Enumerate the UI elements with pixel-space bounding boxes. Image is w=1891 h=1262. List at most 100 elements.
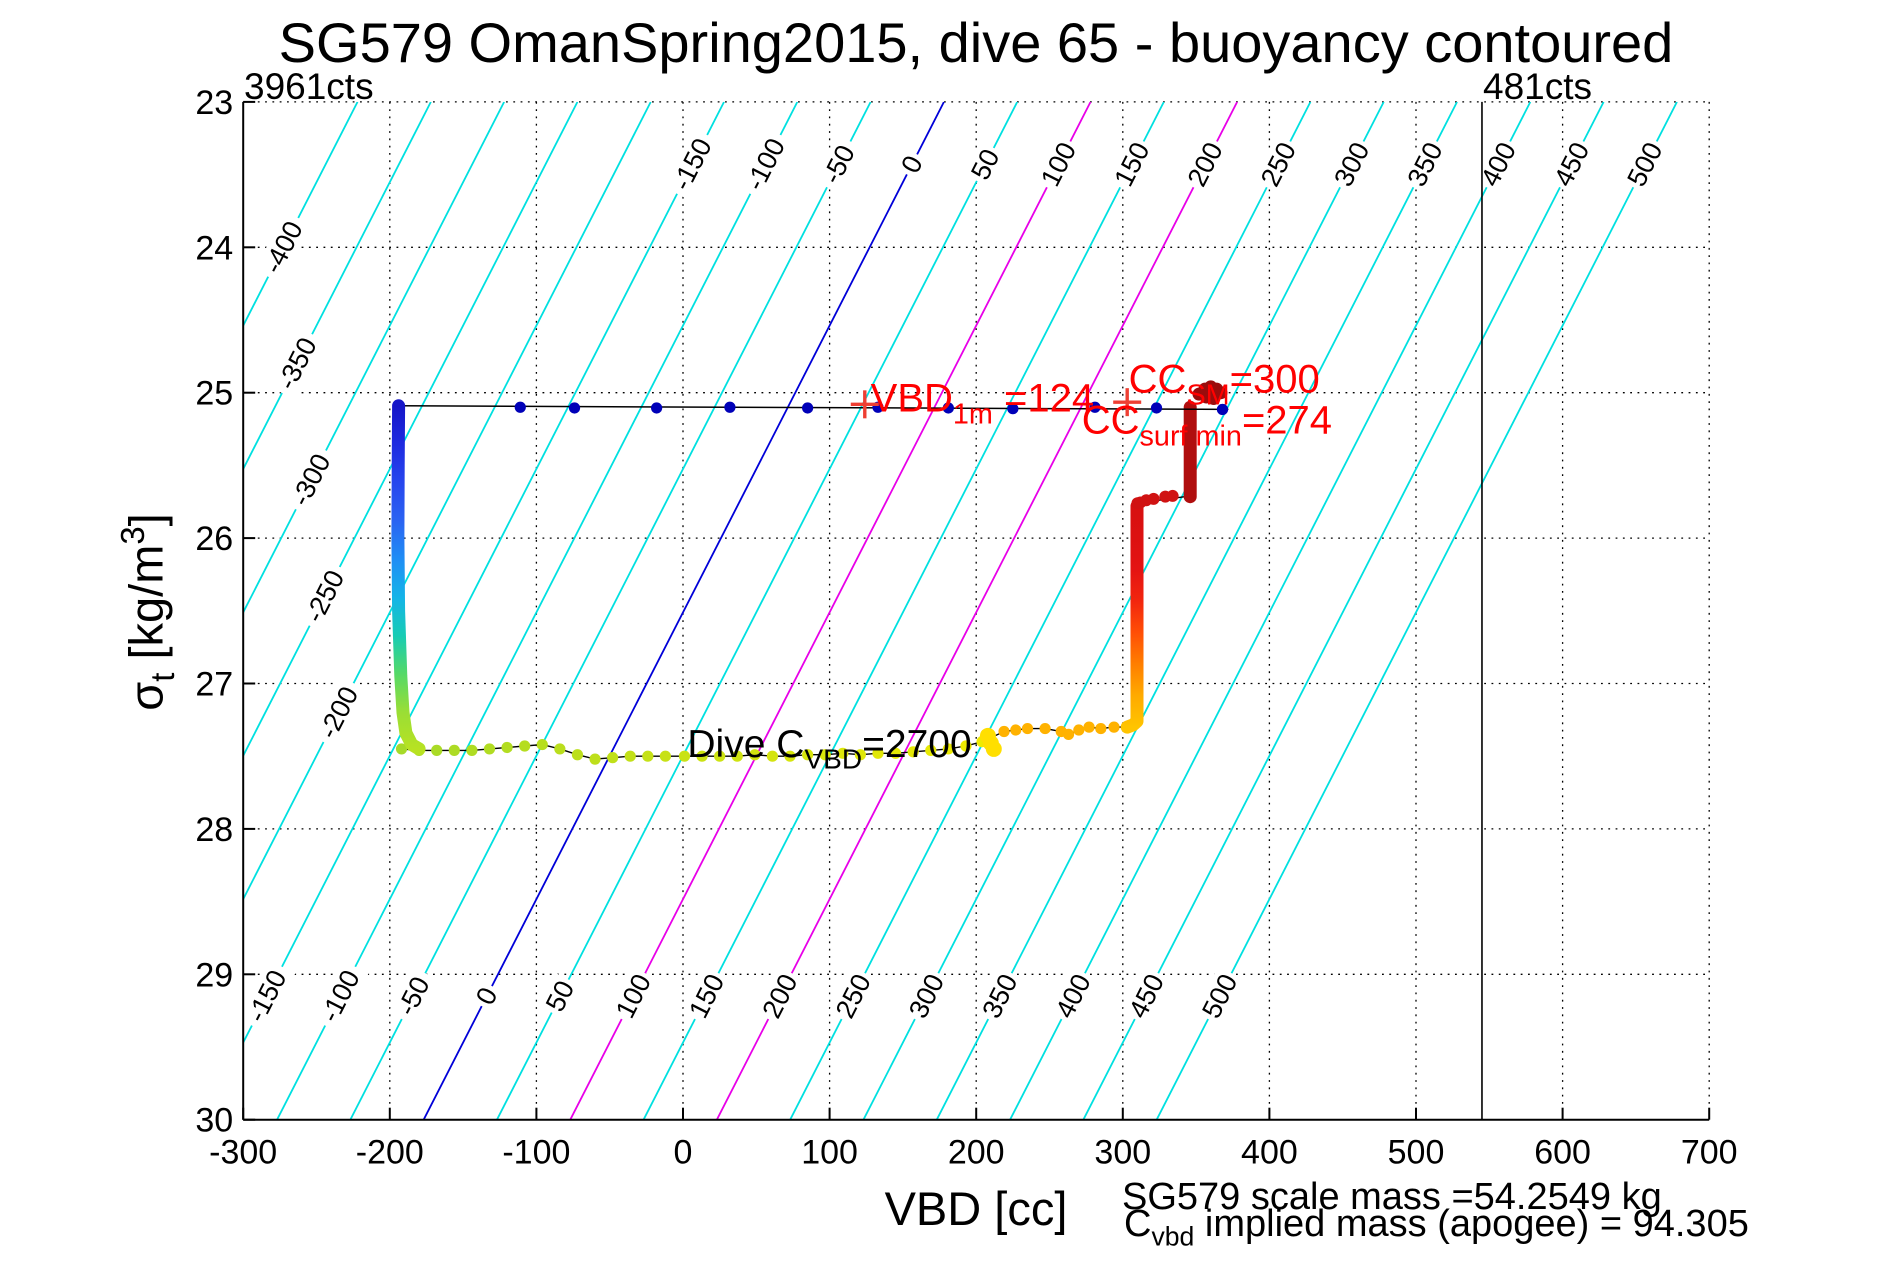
jog-dot [1147,492,1160,505]
x-tick-label: 700 [1681,1134,1738,1172]
annotation-part: CC [1082,398,1140,442]
orange-dot [998,725,1010,738]
contour-label-bg [268,327,326,400]
axes [242,100,1711,1121]
counts-label-right: 481cts [1483,66,1593,107]
contour-label-text: 50 [965,144,1005,184]
apogee-dot [607,752,619,764]
contour-label-bg [1473,134,1524,195]
contour-line [862,101,1385,1120]
x-tick-label: 100 [801,1134,858,1172]
surface-dot [724,401,736,413]
contour-label-bg [1619,134,1671,195]
contour-label-bg [238,959,296,1033]
contour-label-bg [1326,134,1377,195]
contour-label-bg [608,966,659,1026]
contour-label-bg [828,966,879,1026]
contour-label: 100 [1033,134,1084,195]
apogee-dot [731,750,743,762]
grid-lines [243,101,1710,1120]
orange-dot [1073,724,1085,736]
y-tick-label: 28 [195,811,233,849]
annotation-part: 1m [953,399,993,431]
x-tick-label: 400 [1241,1134,1298,1172]
y-tick-label: 23 [195,84,233,122]
plus-marker [1113,388,1142,417]
contour-label: 450 [1546,134,1597,195]
contour-label-bg [538,972,582,1020]
annotation-part: Dive C [687,723,804,766]
y-tick-label: 29 [195,956,233,994]
contour-label: -350 [268,327,326,400]
contour-label-bg [1180,134,1231,195]
contour-line [1155,101,1678,1120]
apogee-dot [571,749,584,761]
apogee-dot [766,750,779,762]
contour-label: -200 [310,676,367,749]
apogee-dot [714,750,726,762]
contour-label: 400 [1048,966,1099,1026]
orange-dot [1010,724,1022,736]
apogee-dot [889,747,902,759]
climb-line [1120,499,1144,734]
orange-dot [1039,722,1051,735]
contour-label-bg [754,966,806,1026]
text-part: implied mass (apogee) = 94.305 [1194,1203,1749,1245]
contour-label-bg [296,560,354,633]
x-tick-label: 300 [1094,1134,1151,1172]
x-tick-label: 0 [674,1134,693,1172]
x-tick-label: 200 [948,1134,1005,1172]
apogee-dot [872,747,884,759]
plot-title: SG579 OmanSpring2015, dive 65 - buoyancy… [278,11,1674,74]
text-part: vbd [1151,1221,1195,1252]
contour-label-bg [1121,966,1172,1026]
contour-label: 50 [963,141,1008,188]
contour-label: 50 [538,972,582,1020]
contour-label-bg [468,979,506,1013]
contour-label-bg [1400,134,1451,195]
apogee-dot [501,741,513,754]
contour-label-bg [254,211,312,284]
annotation-part: =300 [1230,358,1320,402]
surface-dot [802,402,814,414]
contour-label: -50 [813,134,864,195]
x-tick-label: 500 [1388,1134,1445,1172]
contour-label: 300 [1326,134,1377,195]
annotation-part: VBD [871,377,953,421]
contour-label: 100 [608,966,659,1026]
contour-label: 500 [1619,134,1671,195]
contour-label: 300 [901,966,952,1026]
surface-dot [1150,402,1163,414]
contour-line [789,101,1312,1120]
apogee-dot [466,744,478,756]
contour-line [1082,101,1605,1120]
contour-label-bg [681,966,732,1026]
contour-line [243,101,725,1045]
contour-label: -50 [388,966,439,1026]
apogee-dot [624,750,636,762]
contour-label: 250 [828,966,879,1026]
apogee-dot [536,738,548,751]
contour-label-bg [388,966,439,1026]
tick-labels: -300 -200 -100 0 100 200 300 400 500 600 700232425… [195,84,1737,1172]
x-tick-label: -100 [502,1134,570,1172]
dive-trajectory [391,380,1229,765]
contour-line [243,101,652,902]
apogee-dot [925,744,937,756]
apogee-dot [696,750,708,762]
orange-dot [1095,722,1107,735]
apogee-dot [960,740,972,752]
contour-label-bg [311,959,369,1033]
contour-line [716,101,1238,1120]
apogee-dot [519,740,531,752]
annotation-part: =124 [993,377,1094,421]
surface-dot [942,402,954,414]
contour-label: 350 [974,966,1025,1026]
apogee-dot [431,744,443,756]
end-dot [1216,403,1229,416]
contour-label-bg [1048,966,1099,1026]
annotation-part: VBD [804,744,862,775]
x-tick-label: -300 [209,1134,277,1172]
contour-line [349,101,872,1120]
y-tick-label: 24 [195,229,233,267]
